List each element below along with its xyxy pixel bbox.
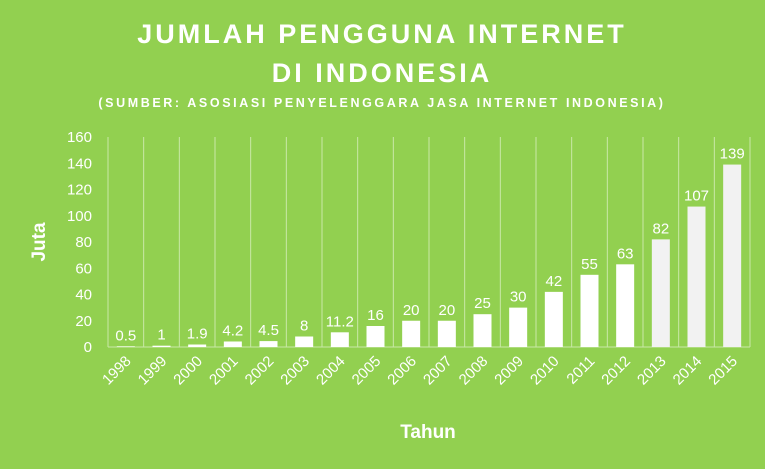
data-label-2008: 25 [474, 295, 491, 312]
y-tick-label: 60 [75, 260, 92, 277]
data-label-2014: 107 [684, 188, 709, 205]
x-tick-label-2001: 2001 [206, 353, 242, 389]
x-axis-title: Tahun [400, 422, 456, 443]
x-tick-label-2008: 2008 [456, 353, 492, 389]
bar-2010 [544, 291, 563, 347]
data-label-2011: 55 [581, 256, 598, 273]
bar-2015 [723, 164, 742, 347]
data-label-1999: 1 [157, 327, 165, 344]
y-axis-title: Juta [29, 222, 50, 262]
x-tick-label-2006: 2006 [384, 353, 420, 389]
x-tick-label-2011: 2011 [563, 353, 598, 388]
x-tick-label-2000: 2000 [170, 353, 206, 389]
chart-title-line-1: JUMLAH PENGGUNA INTERNET [137, 19, 627, 49]
x-tick-label-2013: 2013 [634, 353, 670, 389]
y-tick-label: 80 [75, 234, 92, 251]
y-axis-ticks: 0 20 40 60 80 100 120 140 160 [67, 129, 92, 356]
bar-2012 [616, 264, 635, 347]
x-tick-label-2015: 2015 [705, 353, 741, 389]
x-tick-label-1999: 1999 [135, 353, 171, 389]
x-tick-label-2007: 2007 [420, 353, 456, 389]
bar-2001 [223, 341, 242, 347]
data-labels: 0.5 1 1.9 4.2 4.5 8 11.2 16 20 20 25 30 42 55 63 82 107 1… [115, 146, 744, 345]
data-label-2012: 63 [617, 245, 634, 262]
data-label-2010: 42 [545, 273, 562, 290]
bar-1998 [116, 346, 135, 347]
bar-2009 [509, 307, 528, 347]
data-label-2004: 11.2 [326, 313, 354, 330]
data-label-2003: 8 [300, 318, 308, 335]
y-tick-label: 20 [75, 313, 92, 330]
bar-2014 [687, 206, 706, 347]
x-tick-label-2002: 2002 [242, 353, 278, 389]
y-tick-label: 120 [67, 182, 92, 199]
y-tick-label: 100 [67, 208, 92, 225]
x-tick-label-2004: 2004 [313, 353, 349, 389]
bar-2007 [437, 320, 456, 347]
bars [116, 164, 742, 347]
data-label-2001: 4.2 [222, 322, 243, 339]
bar-2005 [366, 326, 385, 347]
x-tick-label-2009: 2009 [491, 353, 527, 389]
y-tick-label: 160 [67, 129, 92, 146]
data-label-2015: 139 [720, 146, 745, 163]
y-tick-label: 0 [84, 339, 92, 356]
chart-subtitle: (SUMBER: ASOSIASI PENYELENGGARA JASA INT… [98, 96, 665, 110]
x-tick-label-2014: 2014 [670, 353, 706, 389]
bar-2011 [580, 274, 599, 347]
x-tick-label-2012: 2012 [598, 353, 634, 389]
bar-2013 [651, 239, 670, 347]
chart-title-line-2: DI INDONESIA [272, 58, 493, 88]
data-label-2009: 30 [510, 289, 527, 306]
bar-2006 [402, 320, 421, 347]
data-label-1998: 0.5 [115, 327, 136, 344]
x-axis-ticks: 1998 1999 2000 2001 2002 2003 2004 2005 2006 2007… [99, 353, 741, 389]
data-label-2006: 20 [403, 302, 420, 319]
bar-2003 [295, 336, 314, 347]
data-label-2000: 1.9 [187, 326, 208, 343]
data-label-2013: 82 [652, 220, 669, 237]
bar-2002 [259, 341, 278, 347]
y-tick-label: 140 [67, 155, 92, 172]
x-tick-label-2010: 2010 [527, 353, 563, 389]
data-label-2005: 16 [367, 307, 384, 324]
grid-layer [107, 137, 751, 348]
bar-1999 [152, 345, 171, 347]
bar-2000 [188, 344, 207, 347]
x-tick-label-1998: 1998 [99, 353, 135, 389]
bar-2008 [473, 314, 492, 347]
x-tick-label-2003: 2003 [277, 353, 313, 389]
data-label-2002: 4.5 [258, 322, 279, 339]
bar-2004 [330, 332, 349, 347]
x-tick-label-2005: 2005 [349, 353, 385, 389]
data-label-2007: 20 [438, 302, 455, 319]
y-tick-label: 40 [75, 287, 92, 304]
